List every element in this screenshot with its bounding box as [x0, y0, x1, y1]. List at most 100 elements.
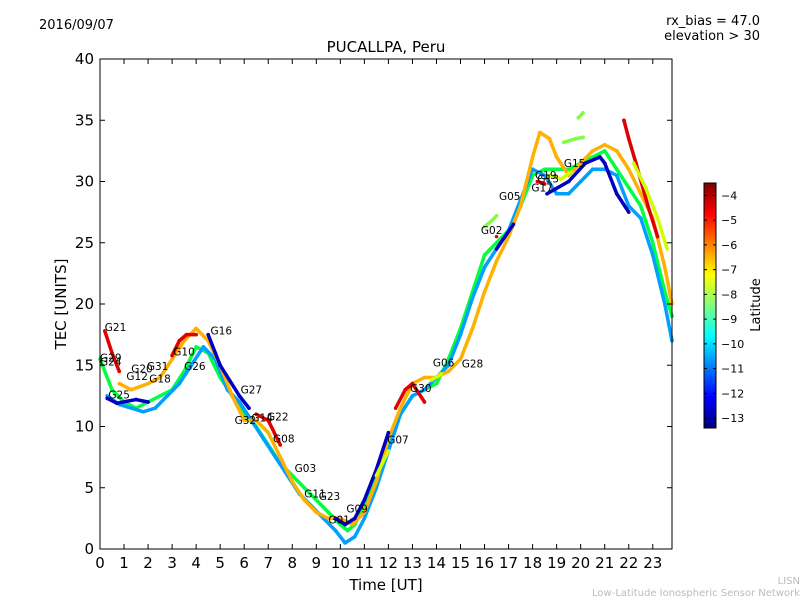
data-point [237, 394, 242, 398]
data-point [489, 218, 494, 223]
series-segment [655, 216, 669, 251]
data-point [535, 179, 540, 184]
series-segment [393, 388, 407, 410]
series-segment [626, 136, 638, 165]
series-segment [117, 402, 133, 410]
data-point [626, 185, 631, 190]
series-segment [663, 265, 674, 306]
series-segment [170, 339, 186, 361]
rx-bias-label: rx_bias = 47.0 [666, 14, 760, 29]
data-point [638, 204, 643, 208]
series-segment [663, 302, 674, 343]
series-segment [194, 326, 210, 343]
series-segment [218, 363, 242, 398]
colorbar-tick-label: −11 [721, 363, 744, 376]
series-segment [321, 516, 338, 533]
data-point [614, 167, 619, 172]
series-5 [482, 111, 585, 229]
series-segment [213, 357, 230, 392]
series-segment [429, 372, 444, 382]
date-label: 2016/09/07 [39, 18, 114, 33]
y-tick-label: 0 [84, 540, 94, 558]
satellite-label: G31 [147, 361, 169, 373]
x-tick-label: 3 [167, 554, 177, 572]
series-segment [338, 516, 355, 527]
data-point [638, 191, 643, 196]
data-point [333, 516, 338, 521]
series-segment [614, 167, 631, 190]
data-point [410, 381, 415, 386]
data-point [626, 167, 631, 172]
series-segment [362, 486, 379, 521]
data-point [576, 116, 581, 120]
data-point [434, 381, 439, 386]
series-segment [631, 161, 648, 190]
series-segment [110, 351, 121, 374]
satellite-label: G12 [126, 371, 148, 383]
series-segment [333, 528, 347, 545]
data-point [494, 247, 499, 251]
series-segment [398, 394, 415, 416]
colorbar: −4 −5 −6 −7 −8 −9 −10 −11 −12 −13 Latitude [703, 182, 764, 429]
data-point [115, 401, 119, 406]
satellite-label: G28 [462, 359, 484, 371]
series-segment [115, 397, 138, 405]
series-segment [362, 479, 379, 514]
series-segment [583, 155, 602, 165]
series-segment [559, 169, 573, 181]
data-point [662, 289, 667, 294]
y-tick-label: 10 [75, 418, 94, 436]
x-tick-label: 15 [451, 554, 470, 572]
data-point [242, 418, 247, 423]
data-point [581, 135, 585, 140]
satellite-label: G07 [387, 435, 409, 447]
x-tick-label: 16 [475, 554, 494, 572]
series-segment [446, 326, 463, 361]
data-point [410, 394, 415, 398]
satellite-label: G14 [251, 413, 273, 425]
data-point [218, 363, 222, 368]
footer-lisn: LISN [777, 576, 800, 587]
series-segment [98, 357, 114, 392]
data-point [386, 449, 391, 453]
data-point [626, 136, 631, 141]
series-segment [651, 241, 667, 294]
data-point [386, 430, 391, 435]
series-segment [494, 222, 516, 251]
series-segment [566, 179, 583, 196]
data-point [547, 136, 552, 141]
data-point [626, 204, 631, 208]
data-point [547, 173, 552, 178]
series-segment [158, 357, 174, 380]
data-point [530, 155, 535, 159]
data-point [141, 410, 146, 414]
data-point [662, 265, 667, 270]
x-tick-label: 1 [119, 554, 129, 572]
elevation-label: elevation > 30 [664, 29, 760, 44]
series-segment [290, 479, 307, 502]
satellite-label: G27 [241, 384, 262, 396]
series-segment [482, 247, 499, 269]
series-segment [201, 345, 218, 361]
data-point [542, 167, 547, 172]
data-point [343, 541, 347, 545]
y-tick-label: 5 [84, 479, 94, 497]
series-segment [494, 234, 511, 263]
x-tick-label: 18 [523, 554, 542, 572]
data-point [213, 351, 218, 355]
data-point [254, 418, 259, 423]
data-point [134, 397, 138, 402]
series-segment [261, 437, 278, 459]
satellite-label: G08 [273, 433, 295, 445]
series-segment [278, 455, 295, 484]
series-segment [386, 406, 403, 441]
data-point [422, 400, 427, 404]
data-point [574, 136, 578, 141]
satellite-label: G23 [319, 491, 341, 503]
satellite-label: G13 [537, 174, 559, 186]
data-point [482, 265, 487, 270]
colorbar-tick-label: −7 [721, 264, 737, 277]
data-point [542, 182, 547, 186]
data-point [254, 412, 259, 417]
